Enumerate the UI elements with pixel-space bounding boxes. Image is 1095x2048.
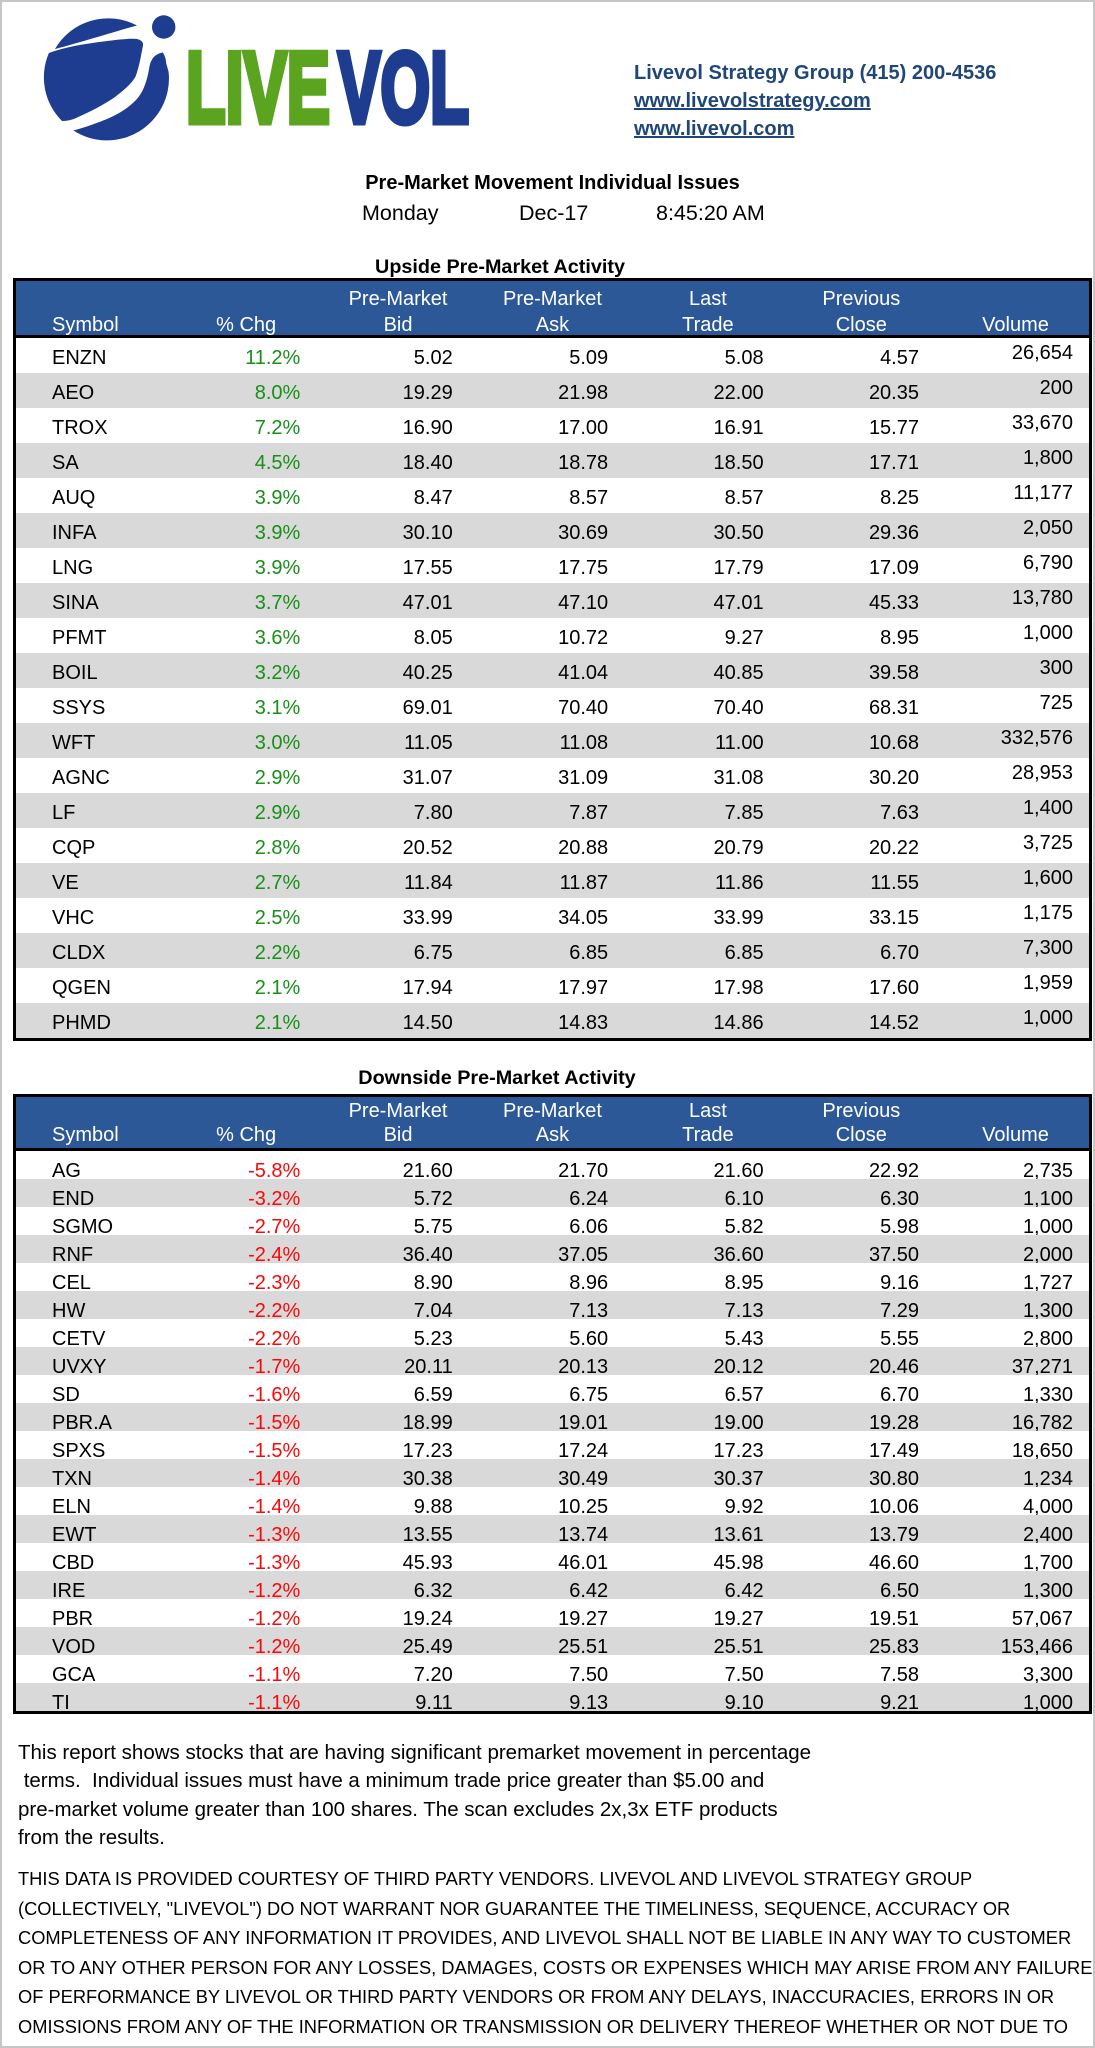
svg-text:VOL: VOL	[338, 33, 469, 145]
svg-text:LIVE: LIVE	[186, 33, 330, 145]
